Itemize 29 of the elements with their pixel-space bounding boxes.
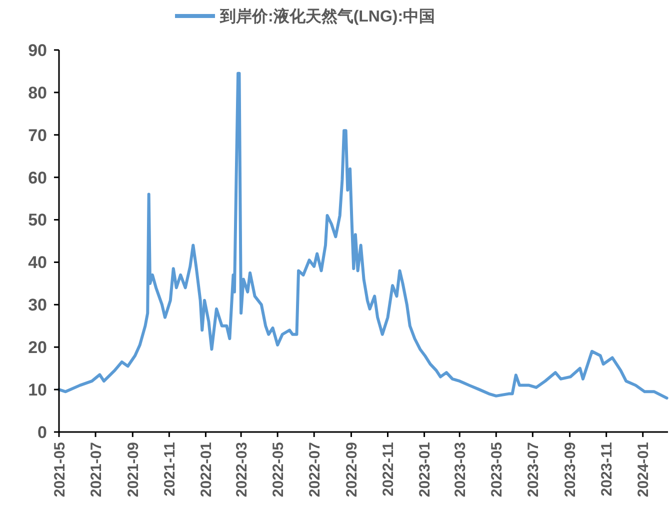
y-tick-label: 70 — [28, 126, 47, 145]
x-tick-label: 2022-11 — [380, 442, 397, 496]
y-tick-label: 30 — [28, 296, 47, 315]
x-tick-label: 2023-01 — [416, 442, 434, 498]
x-tick-label: 2022-09 — [343, 442, 360, 498]
x-tick-label: 2023-07 — [524, 442, 542, 498]
legend-label: 到岸价:液化天然气(LNG):中国 — [219, 8, 436, 26]
x-tick-label: 2021-05 — [51, 442, 68, 498]
x-tick-label: 2023-11 — [598, 442, 616, 496]
x-tick-label: 2021-11 — [161, 442, 178, 496]
y-tick-label: 10 — [28, 380, 47, 400]
y-tick-label: 50 — [28, 210, 47, 230]
x-tick-label: 2022-03 — [233, 442, 250, 498]
x-tick-label: 2023-03 — [452, 442, 469, 498]
x-tick-label: 2021-07 — [88, 442, 105, 498]
x-tick-label: 2023-05 — [488, 442, 506, 498]
x-tick-label: 2022-01 — [198, 442, 215, 498]
y-tick-label: 90 — [28, 40, 47, 60]
x-tick-label: 2021-09 — [124, 442, 142, 498]
y-tick-label: 60 — [28, 168, 47, 188]
y-tick-label: 0 — [38, 422, 47, 442]
line-series — [58, 72, 668, 400]
x-tick-label: 2024-01 — [635, 442, 652, 498]
y-tick-label: 20 — [28, 338, 47, 358]
x-tick-label: 2022-05 — [270, 442, 287, 498]
x-tick-label: 2022-07 — [306, 442, 324, 498]
y-tick-label: 40 — [28, 253, 47, 272]
x-tick-label: 2023-09 — [562, 442, 580, 498]
y-tick-label: 80 — [28, 83, 47, 102]
